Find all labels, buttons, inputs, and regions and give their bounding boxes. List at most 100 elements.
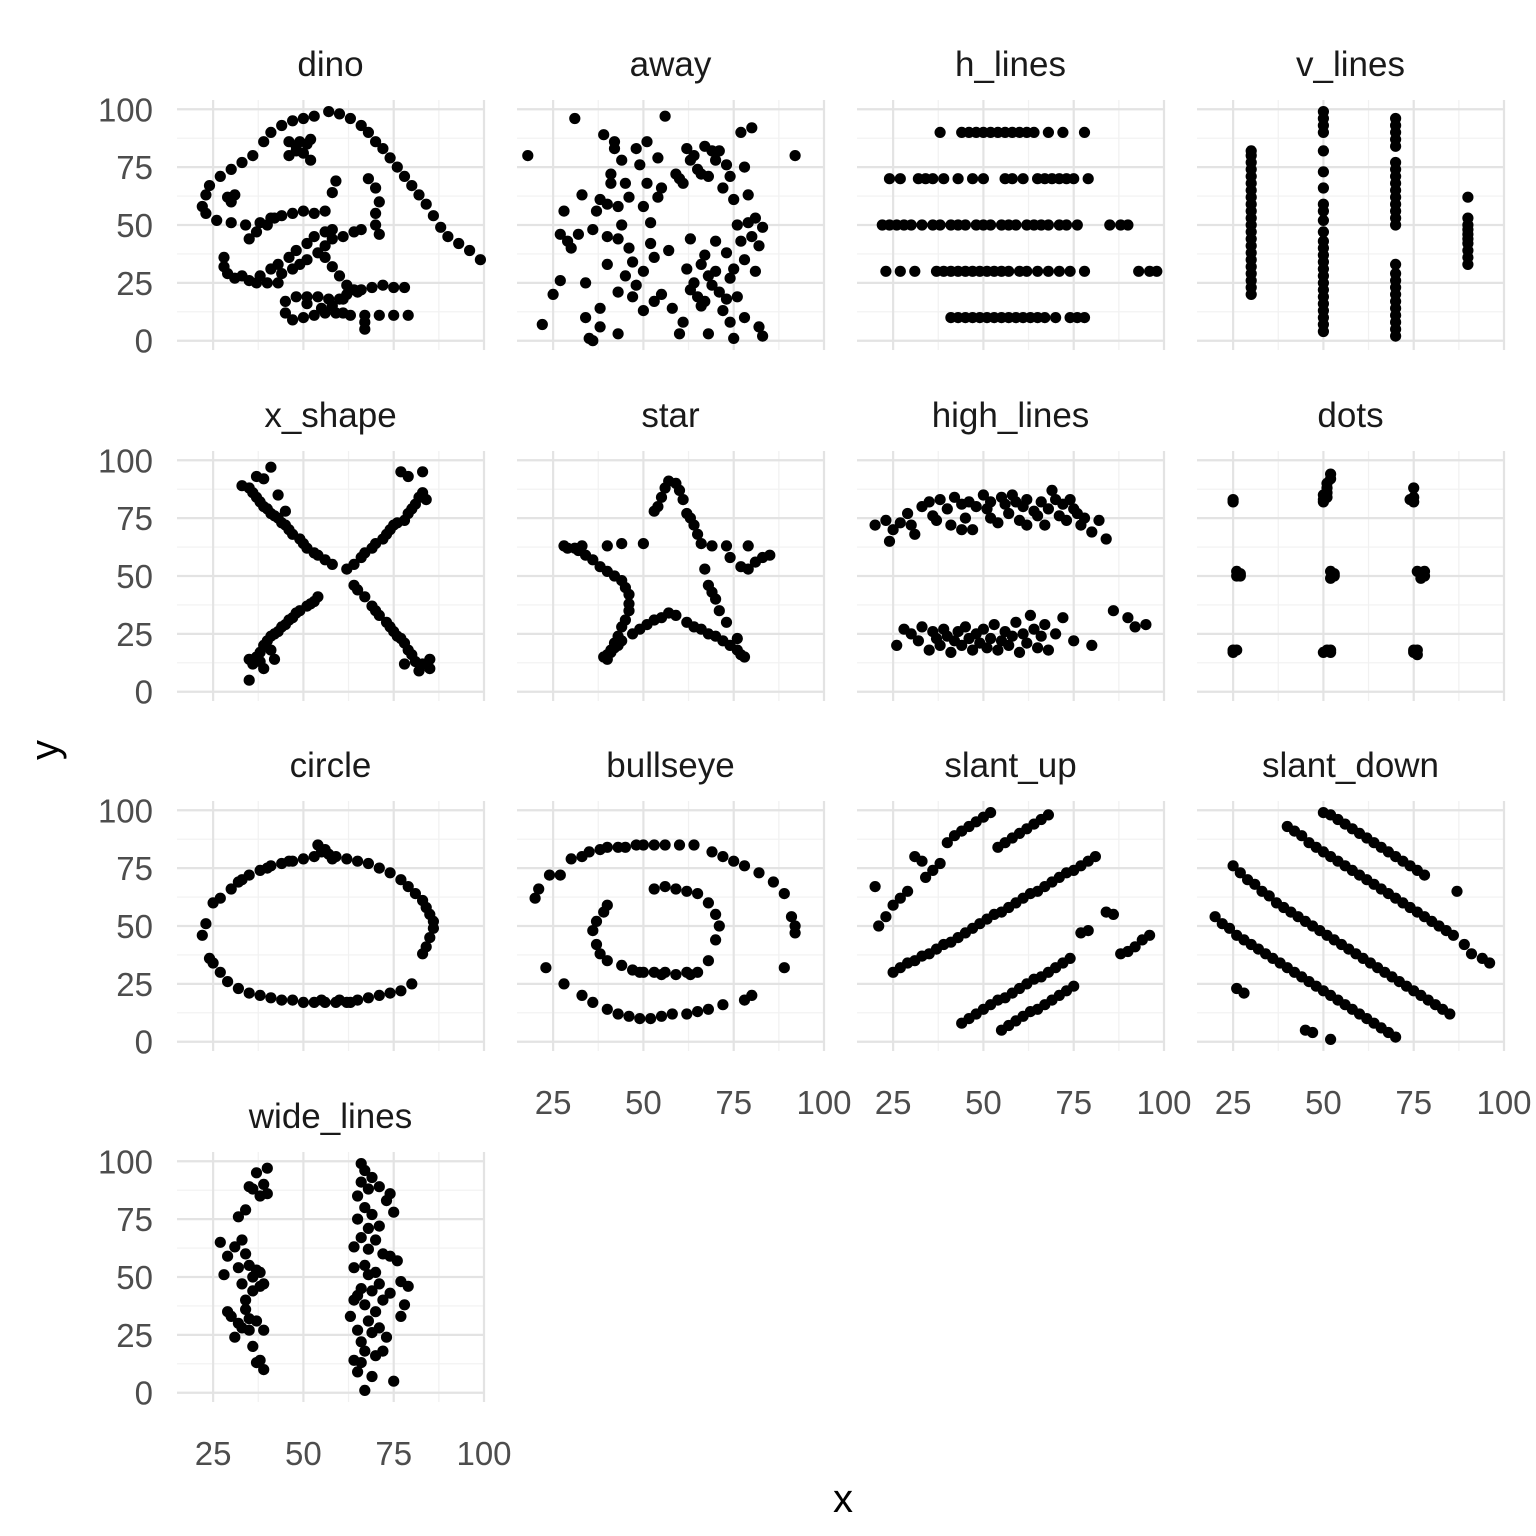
data-point-away bbox=[684, 233, 697, 245]
data-point-wide_lines bbox=[377, 1345, 389, 1357]
y-tick-label: 50 bbox=[116, 207, 153, 244]
data-point-x_shape bbox=[420, 494, 432, 506]
data-point-h_lines bbox=[985, 219, 997, 231]
y-tick-label: 25 bbox=[116, 966, 153, 1003]
data-point-dino bbox=[326, 187, 338, 199]
data-point-high_lines bbox=[1035, 630, 1047, 642]
data-point-x_shape bbox=[243, 674, 255, 686]
x-tick-label: 25 bbox=[1215, 1084, 1252, 1121]
data-point-away bbox=[728, 332, 740, 344]
data-point-dino bbox=[337, 293, 349, 305]
data-point-slant_up bbox=[934, 857, 946, 870]
data-point-bullseye bbox=[655, 1010, 668, 1022]
data-point-dino bbox=[265, 126, 277, 138]
y-tick-label: 0 bbox=[135, 1024, 153, 1061]
data-point-h_lines bbox=[1028, 126, 1040, 138]
data-point-dino bbox=[250, 226, 263, 238]
data-point-dino bbox=[214, 170, 226, 182]
data-point-dino bbox=[236, 156, 248, 169]
data-point-wide_lines bbox=[352, 1213, 364, 1225]
data-point-circle bbox=[225, 883, 237, 895]
data-point-wide_lines bbox=[355, 1176, 367, 1188]
data-point-dino bbox=[258, 136, 270, 148]
panel-away: away bbox=[517, 45, 826, 350]
data-point-circle bbox=[319, 844, 331, 856]
data-point-dino bbox=[370, 219, 382, 231]
data-point-wide_lines bbox=[373, 1220, 385, 1232]
data-point-high_lines bbox=[1093, 514, 1105, 527]
data-point-away bbox=[789, 150, 801, 162]
data-point-away bbox=[731, 291, 743, 303]
data-point-h_lines bbox=[1068, 173, 1080, 185]
data-point-slant_up bbox=[985, 807, 997, 819]
data-point-circle bbox=[243, 987, 255, 999]
data-point-dino bbox=[337, 307, 349, 319]
data-point-h_lines bbox=[1050, 312, 1062, 324]
data-point-circle bbox=[395, 985, 407, 997]
data-point-away bbox=[594, 321, 606, 333]
data-point-away bbox=[655, 182, 668, 194]
data-point-away bbox=[601, 198, 613, 210]
data-point-dots bbox=[1227, 646, 1239, 659]
data-point-h_lines bbox=[894, 173, 906, 185]
data-point-dino bbox=[370, 207, 382, 219]
data-point-dino bbox=[279, 307, 291, 319]
data-point-wide_lines bbox=[254, 1354, 266, 1366]
data-point-away bbox=[619, 177, 632, 189]
data-point-away bbox=[590, 205, 603, 217]
data-point-x_shape bbox=[398, 658, 411, 670]
data-point-h_lines bbox=[1078, 312, 1091, 324]
data-point-slant_up bbox=[1089, 851, 1101, 863]
data-point-star bbox=[713, 605, 725, 617]
panel-x_shape: x_shape 0 25 50 75 100 bbox=[98, 396, 486, 711]
data-point-high_lines bbox=[977, 623, 990, 635]
x-tick-label: 25 bbox=[875, 1084, 912, 1121]
x-tick-label: 75 bbox=[375, 1435, 412, 1472]
data-point-high_lines bbox=[905, 519, 917, 531]
data-point-away bbox=[645, 217, 657, 229]
data-point-circle bbox=[373, 862, 385, 874]
data-point-slant_up bbox=[1129, 941, 1141, 953]
data-point-slant_down bbox=[1296, 830, 1308, 842]
data-point-wide_lines bbox=[359, 1259, 371, 1271]
data-point-away bbox=[757, 330, 769, 342]
data-point-away bbox=[605, 168, 617, 180]
data-point-bullseye bbox=[634, 1013, 646, 1025]
data-point-dino bbox=[420, 198, 432, 210]
data-point-bullseye bbox=[710, 908, 722, 921]
data-point-wide_lines bbox=[355, 1336, 367, 1348]
data-point-circle bbox=[315, 994, 328, 1006]
data-point-dino bbox=[326, 224, 338, 236]
data-point-bullseye bbox=[659, 881, 671, 893]
data-point-slant_down bbox=[1418, 869, 1431, 881]
data-point-wide_lines bbox=[352, 1324, 364, 1336]
data-point-slant_up bbox=[941, 837, 953, 849]
data-point-high_lines bbox=[1039, 519, 1051, 531]
data-point-circle bbox=[276, 994, 288, 1006]
data-point-high_lines bbox=[1060, 514, 1073, 527]
data-point-away bbox=[652, 191, 664, 203]
data-point-wide_lines bbox=[348, 1262, 360, 1274]
data-point-circle bbox=[196, 929, 208, 941]
data-point-high_lines bbox=[956, 639, 968, 652]
data-point-dino bbox=[301, 138, 313, 150]
data-point-v_lines bbox=[1462, 212, 1474, 224]
data-point-slant_down bbox=[1447, 929, 1459, 941]
data-point-high_lines bbox=[1042, 644, 1054, 656]
data-point-away bbox=[659, 110, 671, 122]
panel-bullseye: bullseye 25 50 75 100 bbox=[517, 746, 852, 1121]
data-point-slant_down bbox=[1451, 885, 1463, 897]
data-point-h_lines bbox=[1151, 265, 1163, 277]
data-point-wide_lines bbox=[236, 1234, 248, 1246]
data-point-dots bbox=[1231, 570, 1243, 582]
data-point-high_lines bbox=[905, 628, 917, 640]
data-point-away bbox=[648, 295, 660, 307]
data-point-star bbox=[742, 540, 754, 552]
data-point-bullseye bbox=[681, 885, 693, 897]
data-point-wide_lines bbox=[254, 1266, 266, 1278]
data-point-dino bbox=[268, 212, 281, 224]
data-point-dino bbox=[377, 279, 389, 291]
data-point-slant_up bbox=[1064, 952, 1076, 965]
data-point-high_lines bbox=[941, 503, 953, 515]
panel-circle: circle 0 25 50 75 100 bbox=[98, 746, 486, 1061]
